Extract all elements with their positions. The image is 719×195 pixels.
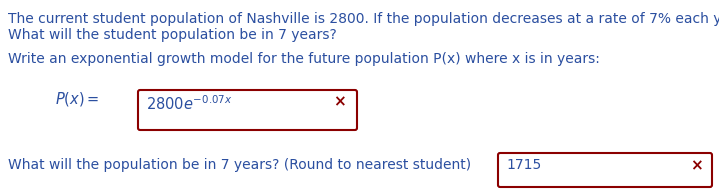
Text: ×: × [690,158,702,173]
Text: $2800e^{-0.07x}$: $2800e^{-0.07x}$ [146,94,232,113]
Text: What will the student population be in 7 years?: What will the student population be in 7… [8,28,336,42]
Text: 1715: 1715 [506,158,541,172]
Text: What will the population be in 7 years? (Round to nearest student): What will the population be in 7 years? … [8,158,471,172]
Text: Write an exponential growth model for the future population P(x) where x is in y: Write an exponential growth model for th… [8,52,600,66]
FancyBboxPatch shape [138,90,357,130]
Text: The current student population of Nashville is 2800. If the population decreases: The current student population of Nashvi… [8,12,719,26]
Text: $P(x)$$ = $: $P(x)$$ = $ [55,90,99,108]
FancyBboxPatch shape [498,153,712,187]
Text: ×: × [333,94,346,109]
